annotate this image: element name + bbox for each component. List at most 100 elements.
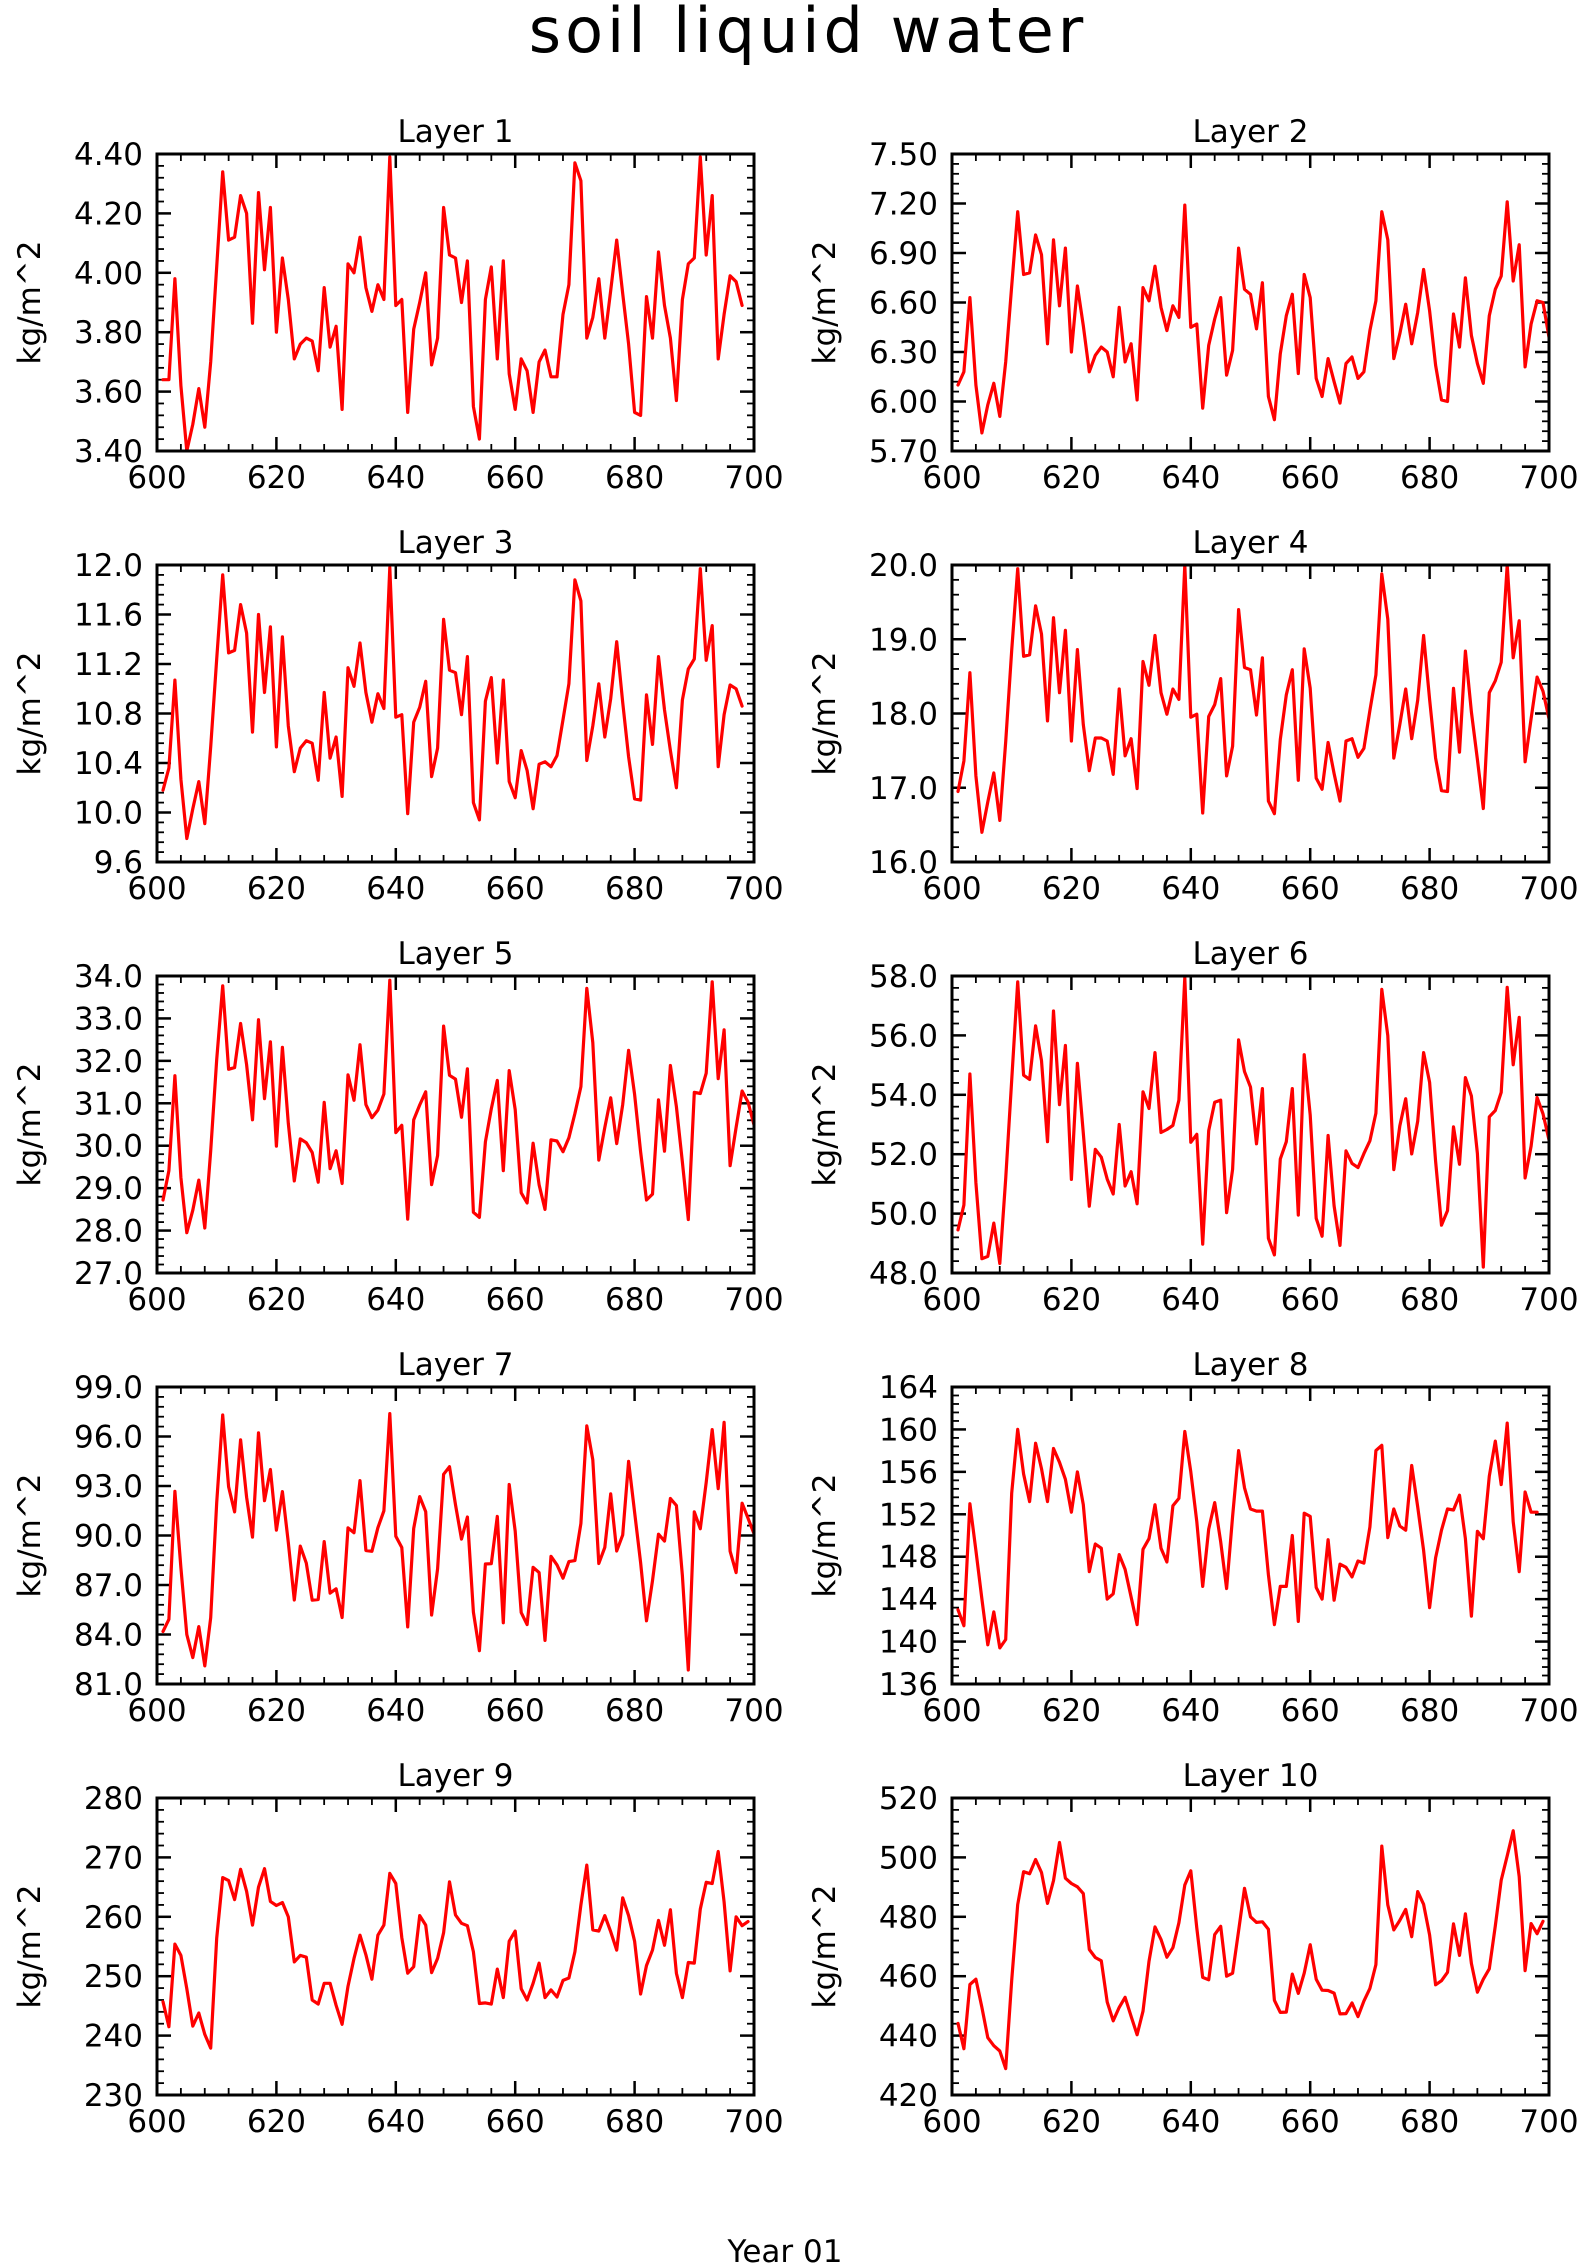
panel-3-y-tick-label: 11.6 bbox=[74, 598, 143, 634]
panel-3-x-tick-label: 660 bbox=[486, 871, 545, 907]
panel-10-y-tick-label: 480 bbox=[879, 1900, 938, 1936]
panel-9: Layer 9 kg/m^2 600 620 640 660 680 700 230 240 250… bbox=[12, 1758, 784, 2140]
panel-5-series-line bbox=[161, 978, 754, 1235]
panel-9-x-tick-label: 600 bbox=[127, 2104, 186, 2140]
panel-7-y-axis-label: kg/m^2 bbox=[12, 1474, 48, 1598]
panel-2-x-tick-label: 660 bbox=[1281, 460, 1340, 496]
panel-4-x-tick-label: 660 bbox=[1281, 871, 1340, 907]
panel-3-y-tick-label: 10.8 bbox=[74, 697, 143, 733]
panel-1-y-tick-label: 3.80 bbox=[74, 315, 143, 351]
panel-7-x-tick-label: 600 bbox=[127, 1693, 186, 1729]
panel-9-y-axis-label: kg/m^2 bbox=[12, 1885, 48, 2009]
panel-2: Layer 2 kg/m^2 600 620 640 660 680 700 5.70 6.00 6… bbox=[807, 114, 1578, 496]
panel-grid: Layer 1 kg/m^2 600 620 640 660 680 700 3.40 3.60 3… bbox=[12, 114, 1578, 2140]
panel-4: Layer 4 kg/m^2 600 620 640 660 680 700 16.0 17.0 1… bbox=[807, 525, 1578, 907]
panel-5: Layer 5 kg/m^2 600 620 640 660 680 700 27.0 28.0 2… bbox=[12, 936, 784, 1318]
panel-9-x-tick-label: 700 bbox=[724, 2104, 783, 2140]
panel-6-x-tick-label: 680 bbox=[1400, 1282, 1459, 1318]
panel-1-title: Layer 1 bbox=[397, 114, 513, 150]
panel-9-y-tick-label: 230 bbox=[84, 2078, 143, 2114]
panel-5-plot-frame bbox=[155, 974, 756, 1275]
panel-5-y-tick-label: 33.0 bbox=[74, 1001, 143, 1037]
panel-2-title: Layer 2 bbox=[1192, 114, 1308, 150]
panel-2-x-tick-label: 700 bbox=[1519, 460, 1578, 496]
panel-10-series-line bbox=[956, 1829, 1545, 2071]
panel-3-title: Layer 3 bbox=[397, 525, 513, 561]
panel-4-x-tick-label: 600 bbox=[922, 871, 981, 907]
panel-2-plot-frame bbox=[950, 152, 1551, 453]
panel-10: Layer 10 kg/m^2 600 620 640 660 680 700 420 440 46… bbox=[807, 1758, 1578, 2140]
panel-6-series-line bbox=[956, 976, 1549, 1269]
panel-3-x-tick-label: 620 bbox=[247, 871, 306, 907]
panel-4-y-axis-label: kg/m^2 bbox=[807, 652, 843, 776]
panel-7-x-tick-label: 620 bbox=[247, 1693, 306, 1729]
panel-5-x-tick-label: 640 bbox=[366, 1282, 425, 1318]
panel-7-y-tick-label: 96.0 bbox=[74, 1420, 143, 1456]
panel-10-y-axis-label: kg/m^2 bbox=[807, 1885, 843, 2009]
panel-7-y-tick-label: 81.0 bbox=[74, 1667, 143, 1703]
panel-1-plot-frame bbox=[155, 152, 756, 453]
panel-4-title: Layer 4 bbox=[1192, 525, 1308, 561]
panel-2-y-tick-label: 7.20 bbox=[869, 187, 938, 223]
panel-4-x-tick-label: 640 bbox=[1161, 871, 1220, 907]
panel-1-x-tick-label: 620 bbox=[247, 460, 306, 496]
panel-1: Layer 1 kg/m^2 600 620 640 660 680 700 3.40 3.60 3… bbox=[12, 114, 784, 496]
panel-7-plot-frame bbox=[155, 1385, 756, 1686]
panel-9-y-tick-label: 260 bbox=[84, 1900, 143, 1936]
panel-6-x-tick-label: 640 bbox=[1161, 1282, 1220, 1318]
panel-3-y-axis-label: kg/m^2 bbox=[12, 652, 48, 776]
panel-6-x-tick-label: 600 bbox=[922, 1282, 981, 1318]
panel-9-series-line bbox=[161, 1849, 750, 2050]
panel-5-y-tick-label: 32.0 bbox=[74, 1044, 143, 1080]
panel-1-y-tick-label: 3.40 bbox=[74, 434, 143, 470]
panel-8-y-axis-label: kg/m^2 bbox=[807, 1474, 843, 1598]
panel-4-x-tick-label: 680 bbox=[1400, 871, 1459, 907]
panel-3-x-tick-label: 700 bbox=[724, 871, 783, 907]
panel-8-y-tick-label: 156 bbox=[879, 1455, 938, 1491]
panel-3-y-tick-label: 10.0 bbox=[74, 796, 143, 832]
panel-10-x-tick-label: 700 bbox=[1519, 2104, 1578, 2140]
panel-7-title: Layer 7 bbox=[397, 1347, 513, 1383]
panel-8-y-tick-label: 160 bbox=[879, 1412, 938, 1448]
panel-10-y-tick-label: 420 bbox=[879, 2078, 938, 2114]
panel-3-y-tick-label: 11.2 bbox=[74, 647, 143, 683]
panel-8-y-tick-label: 148 bbox=[879, 1540, 938, 1576]
panel-4-x-tick-label: 620 bbox=[1042, 871, 1101, 907]
panel-8-x-tick-label: 620 bbox=[1042, 1693, 1101, 1729]
panel-4-x-tick-label: 700 bbox=[1519, 871, 1578, 907]
panel-2-x-tick-label: 600 bbox=[922, 460, 981, 496]
panel-6-y-tick-label: 48.0 bbox=[869, 1256, 938, 1292]
panel-2-x-tick-label: 680 bbox=[1400, 460, 1459, 496]
panel-7: Layer 7 kg/m^2 600 620 640 660 680 700 81.0 84.0 8… bbox=[12, 1347, 784, 1729]
panel-7-y-tick-label: 90.0 bbox=[74, 1519, 143, 1555]
panel-5-title: Layer 5 bbox=[397, 936, 513, 972]
panel-10-x-tick-label: 640 bbox=[1161, 2104, 1220, 2140]
panel-7-series-line bbox=[161, 1411, 754, 1672]
panel-9-y-tick-label: 240 bbox=[84, 2019, 143, 2055]
panel-2-series-line bbox=[956, 200, 1549, 435]
panel-1-y-axis-label: kg/m^2 bbox=[12, 241, 48, 365]
panel-5-x-tick-label: 700 bbox=[724, 1282, 783, 1318]
panel-6-title: Layer 6 bbox=[1192, 936, 1308, 972]
panel-5-x-tick-label: 660 bbox=[486, 1282, 545, 1318]
panel-10-plot-frame bbox=[950, 1796, 1551, 2097]
panel-8-y-tick-label: 164 bbox=[879, 1370, 938, 1406]
panel-4-series-line bbox=[956, 565, 1549, 834]
panel-5-y-tick-label: 31.0 bbox=[74, 1086, 143, 1122]
panel-8-series-line bbox=[956, 1421, 1539, 1650]
panel-9-title: Layer 9 bbox=[397, 1758, 513, 1794]
panel-5-y-tick-label: 29.0 bbox=[74, 1171, 143, 1207]
panel-4-y-tick-label: 19.0 bbox=[869, 622, 938, 658]
panel-2-y-tick-label: 6.00 bbox=[869, 385, 938, 421]
panel-5-x-tick-label: 600 bbox=[127, 1282, 186, 1318]
panel-6-x-tick-label: 620 bbox=[1042, 1282, 1101, 1318]
panel-2-y-tick-label: 6.30 bbox=[869, 335, 938, 371]
panel-1-y-tick-label: 4.00 bbox=[74, 256, 143, 292]
panel-6-y-tick-label: 54.0 bbox=[869, 1078, 938, 1114]
panel-8-y-tick-label: 140 bbox=[879, 1625, 938, 1661]
panel-6-y-tick-label: 58.0 bbox=[869, 959, 938, 995]
panel-6-plot-frame bbox=[950, 974, 1551, 1275]
panel-4-y-tick-label: 18.0 bbox=[869, 697, 938, 733]
figure-x-axis-label: Year 01 bbox=[727, 2234, 843, 2266]
